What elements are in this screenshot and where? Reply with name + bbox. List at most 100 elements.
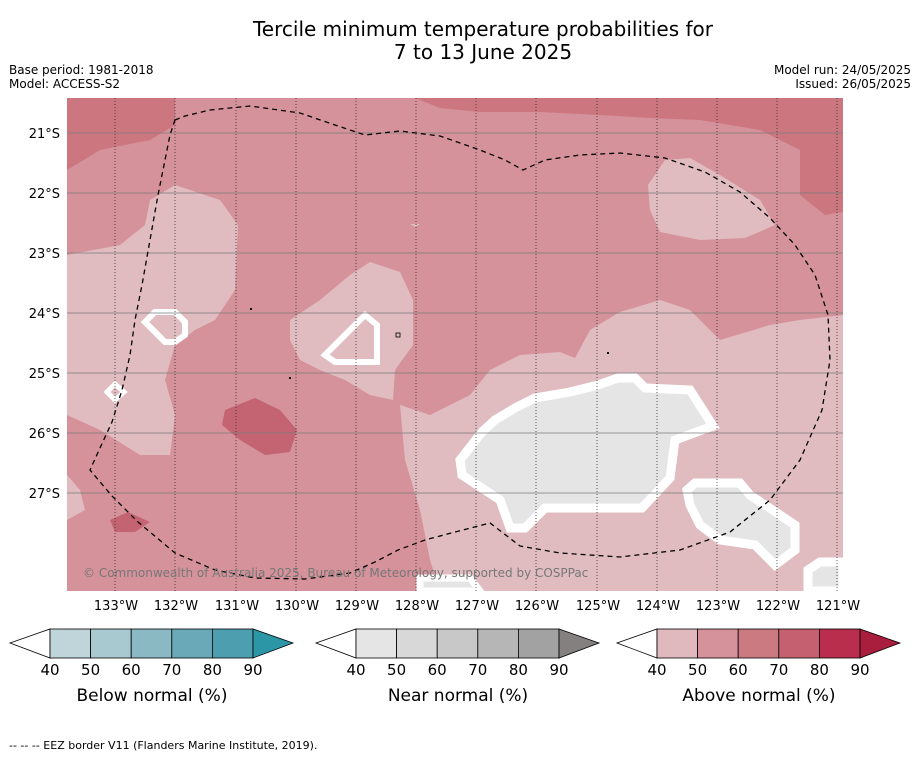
base-period-text: Base period: 1981-2018 [9,63,154,77]
copyright-text: © Commonwealth of Australia 2025, Bureau… [83,566,588,580]
colorbar-label-near: Near normal (%) [387,686,529,706]
lat-label: 21°S [29,127,60,142]
colorbar-segment [818,628,861,659]
lon-label: 121°W [816,599,860,614]
lon-label: 129°W [335,599,379,614]
colorbar-segment [517,628,560,659]
colorbar-segment [697,628,739,659]
tiny-light-patch [410,224,420,227]
colorbar-tick-label: 80 [509,661,528,678]
above-60-region-nw [67,98,175,170]
colorbar-above-normal: 40 50 60 70 80 90 [615,628,902,678]
colorbar-extension-left [314,628,357,659]
lon-label: 127°W [455,599,499,614]
longitude-gridlines [114,98,838,591]
eez-border [89,105,831,580]
colorbar-extension-right [558,628,601,659]
colorbar-tick-label: 50 [387,661,406,678]
colorbar-tick-label: 80 [203,661,222,678]
lon-label: 130°W [275,599,319,614]
left-info: Base period: 1981-2018 Model: ACCESS-S2 [9,63,154,91]
colorbar-tick-label: 90 [243,661,262,678]
colorbar-tick-label: 70 [769,661,788,678]
white-ring-small [103,380,128,404]
above-70-small-blob [110,512,150,532]
lon-label: 128°W [395,599,439,614]
lon-label: 131°W [215,599,259,614]
colorbar-segment [396,628,438,659]
colorbar-extension-left [8,628,51,659]
colorbar-segment [778,628,820,659]
colorbar-tick-label: 60 [729,661,748,678]
colorbar-tick-label: 70 [468,661,487,678]
above-60-region-ne [415,98,843,215]
map-plot-area: © Commonwealth of Australia 2025, Bureau… [67,98,843,591]
island-marker [395,332,401,338]
white-ring-centre [320,310,380,365]
lat-label: 22°S [29,187,60,202]
island-dot-1 [250,308,252,310]
lon-label: 132°W [154,599,198,614]
colorbar-segment [130,628,173,659]
colorbar-tick-label: 40 [346,661,365,678]
colorbar-label-above: Above normal (%) [682,686,836,706]
colorbar-near-normal: 40 50 60 70 80 90 [314,628,601,678]
near-normal-region-main [455,373,720,533]
colorbar-tick-label: 40 [40,661,59,678]
island-dot-3 [607,352,609,354]
near-normal-region-corner [803,557,843,591]
latitude-labels: 21°S 22°S 23°S 24°S 25°S 26°S 27°S [29,127,60,502]
lon-label: 123°W [696,599,740,614]
colorbar-segment [171,628,213,659]
latitude-gridlines [67,132,843,494]
colorbar-segment [355,628,397,659]
colorbar-extension-left [615,628,658,659]
colorbar-tick-label: 50 [81,661,100,678]
right-info: Model run: 24/05/2025 Issued: 26/05/2025 [774,63,911,91]
longitude-labels: 133°W 132°W 131°W 130°W 129°W 128°W 127°… [94,599,860,614]
above-70-blob [222,398,297,455]
colorbar-extension-right [859,628,902,659]
colorbar-segment [477,628,519,659]
map-title: Tercile minimum temperature probabilitie… [0,18,919,64]
lat-label: 24°S [29,307,60,322]
lon-label: 124°W [636,599,680,614]
colorbar-segment [90,628,132,659]
probability-map: © Commonwealth of Australia 2025, Bureau… [29,98,860,614]
white-ring-west [140,309,188,345]
colorbar-tick-label: 60 [428,661,447,678]
title-line-1: Tercile minimum temperature probabilitie… [252,17,714,41]
lat-label: 23°S [29,247,60,262]
colorbar-label-below: Below normal (%) [76,686,228,706]
colorbar-segment [49,628,91,659]
island-dot-2 [289,377,291,379]
eez-footnote: -- -- -- EEZ border V11 (Flanders Marine… [9,739,318,752]
colorbar-tick-label: 90 [549,661,568,678]
colorbar-segment [436,628,479,659]
colorbar-tick-label: 50 [688,661,707,678]
lat-label: 25°S [29,367,60,382]
colorbar-tick-label: 70 [162,661,181,678]
issued-text: Issued: 26/05/2025 [795,77,911,91]
colorbar-segment [211,628,254,659]
model-run-text: Model run: 24/05/2025 [773,63,911,77]
lon-label: 125°W [576,599,620,614]
above-40-region-northeast [648,158,775,240]
colorbar-segment [656,628,698,659]
lat-label: 27°S [29,487,60,502]
model-text: Model: ACCESS-S2 [9,77,121,91]
title-line-2: 7 to 13 June 2025 [393,40,573,64]
colorbar-extension-right [252,628,295,659]
above-40-region-southwest [67,475,85,520]
colorbar-below-normal: 40 50 60 70 80 90 [8,628,295,678]
colorbar-tick-label: 90 [850,661,869,678]
lat-label: 26°S [29,427,60,442]
colorbar-tick-label: 40 [647,661,666,678]
lon-label: 126°W [515,599,559,614]
colorbar-segment [737,628,780,659]
colorbar-tick-label: 80 [810,661,829,678]
colorbar-tick-label: 60 [122,661,141,678]
lon-label: 122°W [756,599,800,614]
lon-label: 133°W [94,599,138,614]
near-normal-region-bottom [416,574,485,591]
